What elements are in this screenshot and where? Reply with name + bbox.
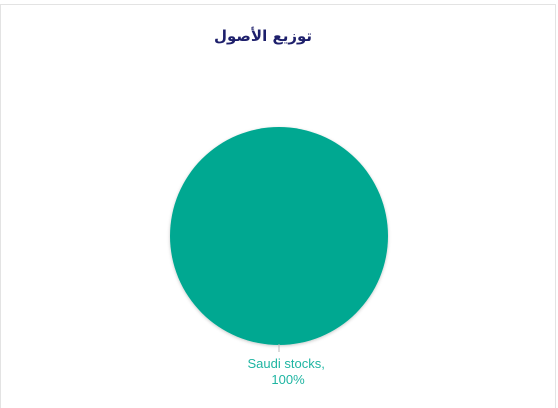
pie-slices	[170, 127, 388, 345]
slice-label-name: Saudi stocks,	[248, 356, 325, 371]
pie-slice-saudi-stocks	[170, 127, 388, 345]
slice-label-percent: 100%	[271, 372, 305, 387]
slice-label: Saudi stocks, 100%	[248, 356, 329, 387]
chart-title: توزيع الأصول	[214, 27, 312, 45]
